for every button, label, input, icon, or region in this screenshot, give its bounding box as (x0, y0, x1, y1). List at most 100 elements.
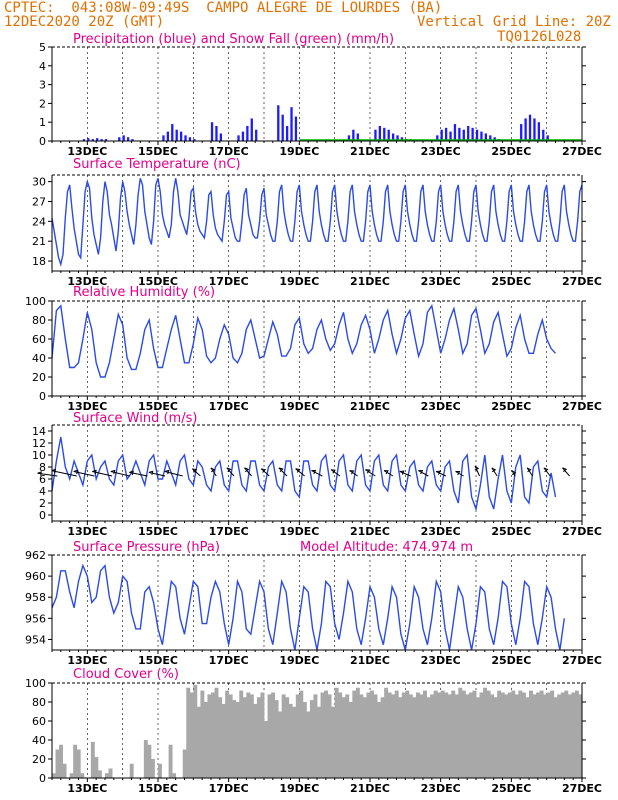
panel-cloud: Cloud Cover (%) 0 20 40 60 80 100 13DEC 15DEC 17D… (25, 667, 602, 795)
wind-arrow (295, 468, 305, 477)
station-header: CPTEC: 043:08W-09:49S CAMPO ALEGRE DE LO… (4, 0, 443, 16)
cloud-bar (479, 692, 484, 778)
precip-bar (440, 129, 443, 141)
wind-arrow (210, 467, 217, 477)
wind-arrow (51, 470, 77, 477)
precip-bar (396, 135, 399, 141)
cloud-bar (299, 690, 304, 778)
cloud-bar (221, 703, 226, 778)
precip-bar (87, 138, 90, 141)
wind-arrow-head (399, 470, 405, 475)
cloud-bar (472, 690, 477, 778)
cloud-bar (147, 744, 152, 778)
cloud-bar (373, 694, 378, 778)
cloud-bar (90, 741, 95, 778)
wind-arrow (260, 468, 270, 477)
cloud-bar (493, 697, 498, 778)
x-tick-label: 27DEC (562, 275, 602, 288)
wind-arrow-head (51, 468, 57, 474)
cloud-bar (437, 692, 442, 778)
cloud-bar (172, 773, 177, 778)
cloud-bar (518, 690, 523, 778)
cloud-bar (62, 763, 67, 778)
x-tick-label: 21DEC (350, 782, 390, 795)
wind-arrow (365, 469, 376, 477)
y-tick-label: 100 (25, 295, 46, 308)
wind-arrow-head (148, 470, 154, 476)
cloud-bar (514, 694, 519, 778)
cloud-bar (511, 690, 516, 778)
y-tick-label: 958 (25, 591, 46, 604)
wind-arrow-head (436, 470, 441, 475)
x-tick-label: 21DEC (350, 400, 390, 413)
panel-subtitle: Model Altitude: 474.974 m (300, 540, 473, 555)
cloud-bar (370, 690, 374, 778)
x-tick-label: 25DEC (491, 782, 531, 795)
cloud-bar (338, 692, 343, 778)
precip-bar (210, 122, 214, 141)
pressure-line (51, 563, 565, 651)
cloud-bar (228, 694, 233, 778)
x-tick-label: 23DEC (421, 275, 461, 288)
cloud-bar (253, 703, 258, 778)
cloud-bar (458, 687, 463, 778)
precip-bar (285, 125, 289, 141)
precip-bar (281, 114, 284, 141)
wind-arrow (491, 467, 498, 477)
x-tick-label: 25DEC (491, 525, 531, 538)
precip-bar (241, 131, 245, 141)
cloud-bar (218, 697, 222, 778)
y-tick-label: 80 (32, 314, 46, 327)
cloud-bar (401, 692, 406, 778)
y-tick-label: 12 (32, 437, 46, 450)
panel-title: Cloud Cover (%) (73, 667, 179, 682)
wind-arrow-head (110, 469, 116, 475)
precip-bar (493, 137, 496, 141)
x-tick-label: 15DEC (138, 400, 178, 413)
cloud-bar (430, 694, 434, 778)
wind-arrow (311, 470, 323, 477)
cloud-bar (560, 692, 565, 778)
cloud-bar (235, 702, 240, 778)
y-tick-label: 8 (39, 461, 46, 474)
vertical-grid-line-note: Vertical Grid Line: 20Z (417, 14, 611, 30)
x-tick-label: 13DEC (67, 654, 107, 667)
cloud-bar (189, 692, 194, 778)
x-tick-label: 15DEC (138, 275, 178, 288)
cloud-bar (193, 684, 198, 778)
wind-arrow-head (129, 470, 134, 476)
cloud-bar (490, 694, 495, 778)
cloud-bar (571, 692, 576, 778)
cloud-bar (55, 749, 60, 778)
y-tick-label: 0 (39, 135, 46, 148)
precip-bar (131, 139, 134, 141)
wind-arrow-head (511, 470, 517, 476)
wind-line (51, 436, 557, 512)
cloud-bar (408, 694, 413, 778)
cloud-bar (454, 694, 459, 778)
x-tick-label: 13DEC (67, 782, 107, 795)
cloud-bar (557, 694, 562, 778)
x-tick-label: 21DEC (350, 654, 390, 667)
precip-bar (171, 124, 174, 141)
cloud-bar (567, 694, 572, 778)
precip-bar (475, 129, 479, 141)
cloud-bar (256, 697, 261, 778)
cloud-bar (168, 744, 173, 778)
y-tick-label: 2 (39, 497, 46, 510)
cloud-bar (536, 692, 540, 778)
x-tick-label: 13DEC (67, 145, 107, 158)
wind-arrow-head (474, 465, 480, 471)
x-tick-label: 17DEC (209, 654, 249, 667)
y-tick-label: 0 (39, 772, 46, 785)
precip-bar (436, 135, 439, 141)
cloud-bar (108, 768, 113, 778)
y-tick-label: 6 (39, 473, 46, 486)
x-tick-label: 17DEC (209, 145, 249, 158)
y-tick-label: 20 (32, 753, 46, 766)
precip-bar (215, 125, 218, 141)
wind-arrow (383, 470, 394, 477)
cloud-bar (553, 697, 558, 778)
precip-bar (383, 127, 386, 141)
cloud-bar (419, 694, 424, 778)
